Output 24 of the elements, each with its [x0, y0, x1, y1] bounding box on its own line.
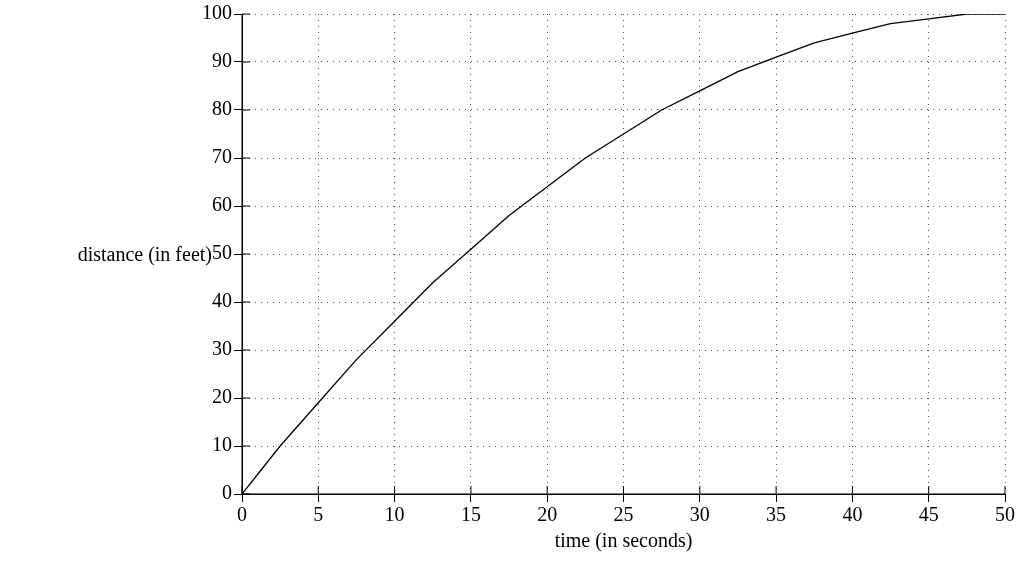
x-tick-label: 20 — [537, 503, 558, 526]
y-tick-label: 50 — [212, 241, 232, 264]
y-axis-title: distance (in feet) — [77, 243, 212, 267]
x-tick-label: 30 — [689, 503, 710, 526]
y-tick-label: 0 — [222, 481, 232, 504]
x-axis-title: time (in seconds) — [554, 529, 693, 553]
x-tick-label: 15 — [460, 503, 481, 526]
y-tick-label: 80 — [212, 97, 232, 120]
x-tick-label: 0 — [237, 503, 247, 526]
y-tick-label: 100 — [202, 1, 232, 24]
y-tick-label: 60 — [212, 193, 232, 216]
x-tick-label: 5 — [313, 503, 324, 526]
x-tick-label: 40 — [842, 503, 863, 526]
y-tick-label: 40 — [212, 289, 232, 312]
y-tick-label: 20 — [212, 385, 232, 408]
y-tick-label: 90 — [212, 49, 232, 72]
y-tick-label: 10 — [212, 433, 232, 456]
x-tick-label: 50 — [995, 503, 1015, 526]
x-tick-label: 10 — [384, 503, 405, 526]
x-tick-label: 35 — [766, 503, 787, 526]
x-tick-label: 25 — [613, 503, 634, 526]
y-tick-label: 70 — [212, 145, 232, 168]
x-tick-label: 45 — [918, 503, 939, 526]
y-tick-label: 30 — [212, 337, 232, 360]
